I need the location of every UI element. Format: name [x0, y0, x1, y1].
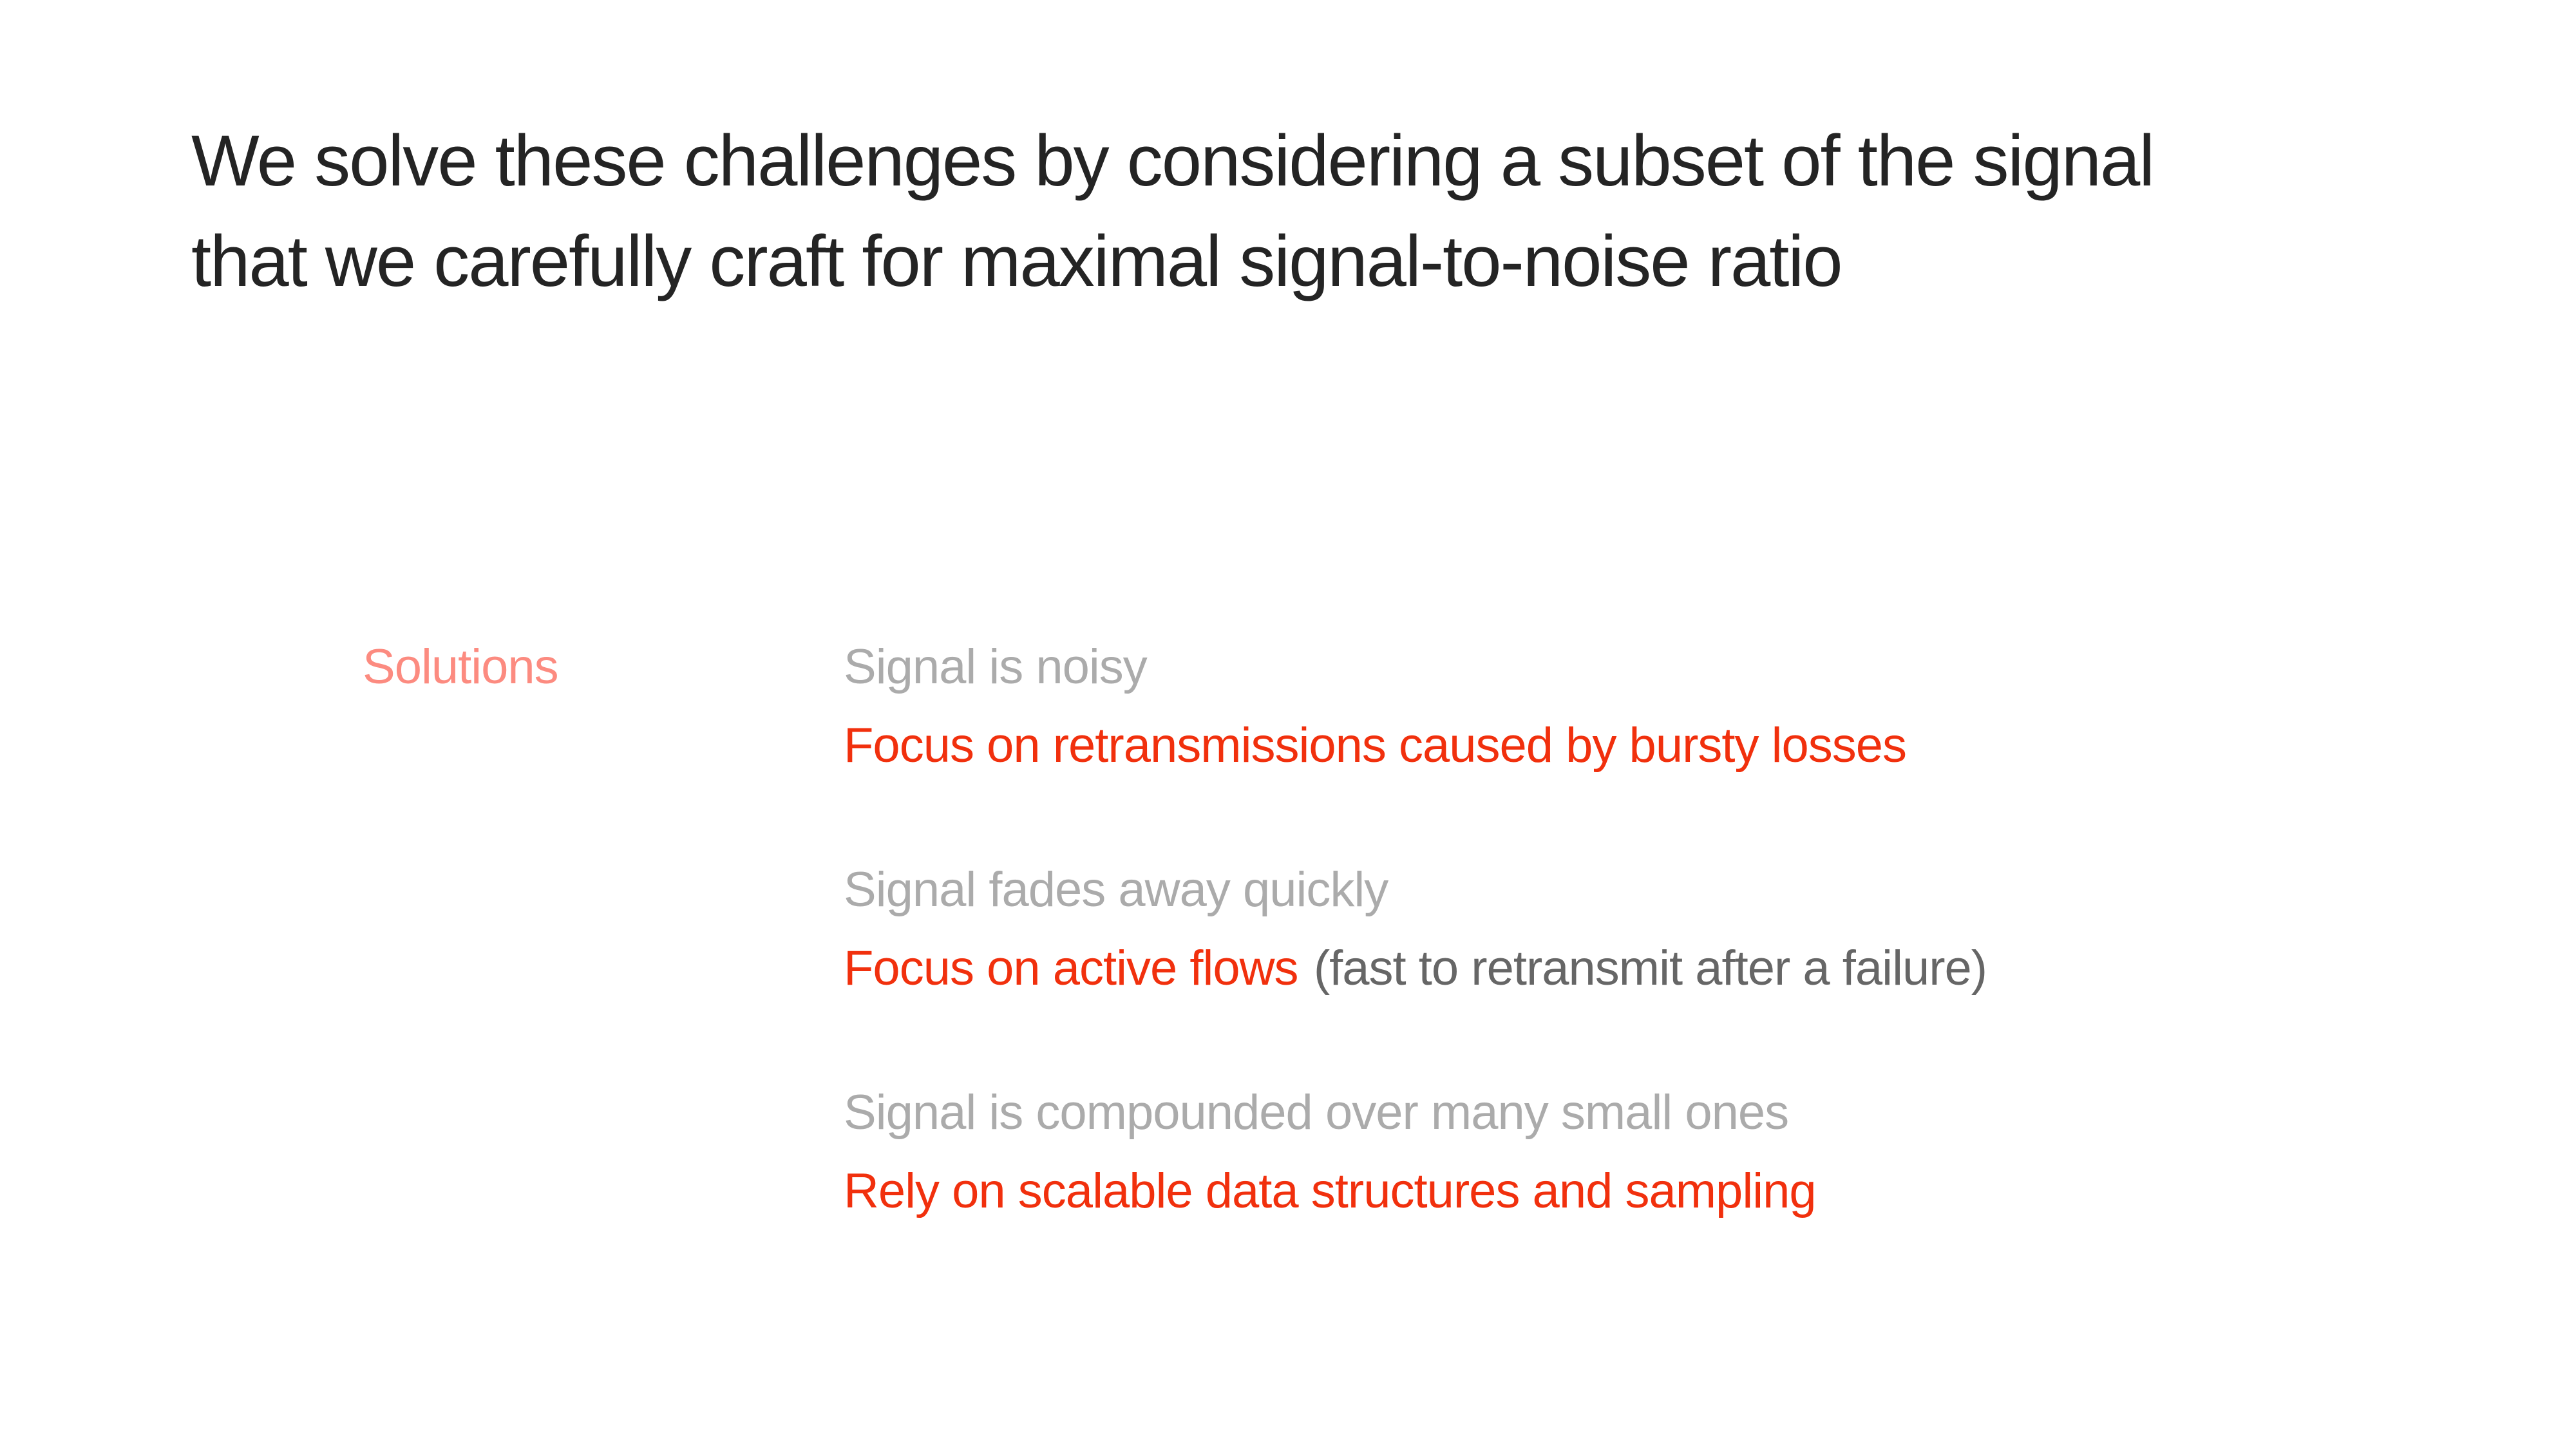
solutions-label: Solutions: [363, 639, 559, 694]
slide-title-line-1: We solve these challenges by considering…: [191, 120, 2155, 201]
solution-group-compounded: Signal is compounded over many small one…: [844, 1074, 1987, 1231]
solution-line: Focus on active flows (fast to retransmit…: [844, 929, 1987, 1008]
solution-text: Focus on retransmissions caused by burst…: [844, 718, 1907, 773]
problem-text: Signal is noisy: [844, 639, 1148, 694]
slide-title-line-2: that we carefully craft for maximal sign…: [191, 221, 1843, 301]
solution-line: Focus on retransmissions caused by burst…: [844, 706, 1987, 785]
problem-text: Signal is compounded over many small one…: [844, 1085, 1789, 1140]
solution-line: Rely on scalable data structures and sam…: [844, 1152, 1987, 1231]
solution-text: Focus on active flows: [844, 941, 1299, 996]
solutions-list: Signal is noisy Focus on retransmissions…: [844, 628, 1987, 1296]
solution-group-noisy: Signal is noisy Focus on retransmissions…: [844, 628, 1987, 785]
problem-text: Signal fades away quickly: [844, 862, 1388, 917]
solution-note: (fast to retransmit after a failure): [1313, 941, 1987, 996]
slide-title: We solve these challenges by considering…: [191, 111, 2155, 312]
solution-text: Rely on scalable data structures and sam…: [844, 1164, 1817, 1218]
solution-group-fades: Signal fades away quickly Focus on activ…: [844, 851, 1987, 1008]
